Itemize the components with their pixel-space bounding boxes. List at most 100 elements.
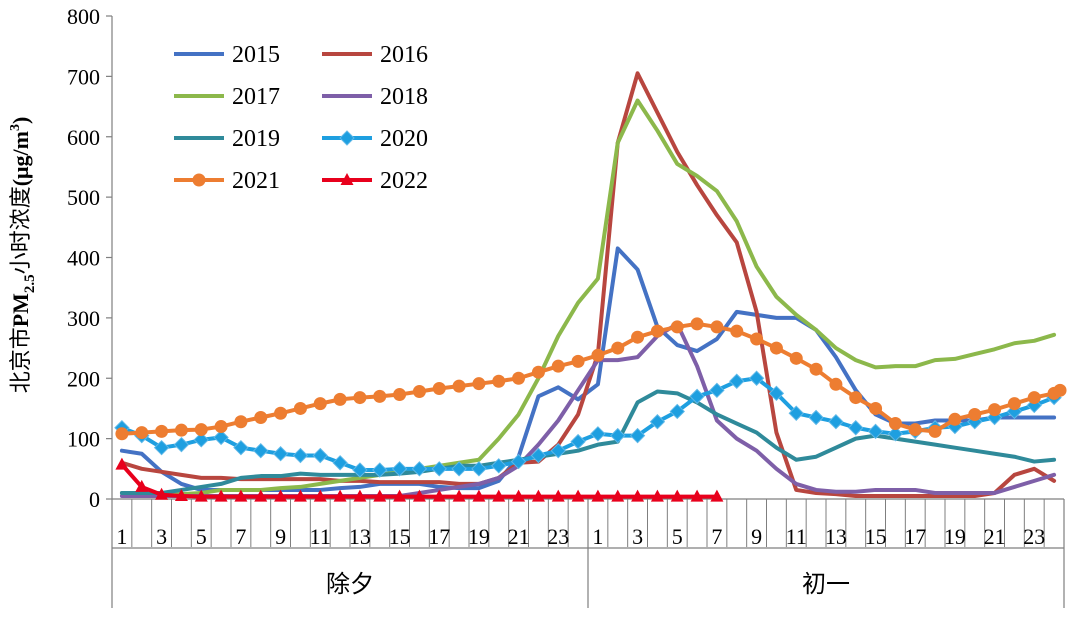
data-point-2022: [571, 489, 585, 502]
data-point-2021: [730, 324, 744, 338]
data-point-2022: [611, 489, 625, 502]
data-point-2022: [551, 489, 565, 502]
y-tick-label: 500: [67, 185, 100, 210]
y-tick-label: 600: [67, 125, 100, 150]
legend-label: 2016: [380, 42, 428, 68]
data-point-2021: [571, 354, 585, 368]
data-point-2021: [650, 324, 664, 338]
data-point-2021: [690, 317, 704, 331]
data-point-2020: [530, 447, 547, 464]
data-point-2022: [710, 489, 724, 502]
legend-swatch-marker: [192, 173, 206, 187]
data-point-2022: [591, 489, 605, 502]
series-line-2018: [119, 321, 1057, 498]
data-point-2020: [233, 439, 249, 456]
data-point-2022: [234, 489, 248, 502]
data-point-2021: [135, 426, 149, 440]
data-point-2022: [650, 489, 664, 502]
x-tick-label: 15: [865, 524, 887, 549]
series-2022: [115, 457, 724, 502]
y-tick-label: 800: [67, 4, 100, 29]
data-point-2022: [135, 479, 149, 492]
series-2019: [119, 389, 1057, 495]
x-tick-label: 21: [984, 524, 1006, 549]
data-point-2020: [669, 403, 685, 420]
data-point-2021: [888, 417, 902, 431]
data-point-2021: [769, 341, 783, 355]
data-point-2021: [492, 374, 506, 388]
x-tick-label: 19: [468, 524, 490, 549]
data-point-2022: [393, 489, 407, 502]
data-point-2020: [649, 414, 666, 430]
data-point-2020: [451, 461, 467, 477]
data-point-2022: [333, 489, 347, 502]
data-point-2022: [452, 489, 466, 502]
data-point-2022: [115, 457, 129, 470]
data-point-2021: [274, 406, 288, 420]
series-line-2016: [119, 71, 1057, 498]
data-point-2020: [570, 433, 586, 450]
data-point-2020: [768, 385, 785, 402]
data-point-2020: [689, 388, 705, 405]
data-point-2021: [829, 377, 843, 391]
data-point-2022: [472, 489, 486, 502]
data-point-2022: [373, 489, 387, 502]
data-point-2021: [432, 382, 446, 396]
y-axis-label: 北京市PM2.5小时浓度(μg/m3): [8, 117, 38, 394]
data-point-2021: [512, 371, 526, 385]
data-point-2020: [372, 462, 388, 478]
data-point-2022: [432, 489, 446, 502]
data-point-2021: [412, 385, 426, 399]
legend-item-2019: 2019: [174, 126, 280, 152]
data-point-2021: [174, 423, 188, 437]
x-tick-label: 7: [711, 524, 722, 549]
data-point-2022: [412, 489, 426, 502]
data-point-2020: [887, 426, 904, 442]
data-point-2020: [213, 429, 229, 446]
data-point-2022: [214, 489, 228, 502]
data-point-2020: [391, 461, 408, 477]
data-point-2021: [313, 397, 327, 411]
data-point-2021: [750, 332, 764, 346]
data-point-2021: [631, 330, 645, 344]
x-tick-label: 23: [1023, 524, 1045, 549]
legend-label: 2020: [380, 126, 428, 152]
x-tick-label: 7: [235, 524, 246, 549]
series-2016: [119, 71, 1057, 498]
legend-item-2022: 2022: [322, 168, 428, 194]
data-point-2021: [472, 377, 486, 391]
data-point-2022: [194, 489, 208, 502]
data-point-2022: [690, 489, 704, 502]
x-tick-label: 11: [786, 524, 807, 549]
legend-swatch-marker: [340, 173, 354, 185]
y-tick-label: 300: [67, 306, 100, 331]
data-point-2021: [155, 424, 169, 438]
x-tick-label: 13: [349, 524, 371, 549]
data-point-2021: [988, 403, 1002, 417]
x-tick-label: 3: [632, 524, 643, 549]
data-point-2021: [1053, 383, 1067, 397]
legend: 2015 2016 2017 2018 2019 2020 2021 2022: [174, 42, 428, 194]
data-point-2021: [611, 341, 625, 355]
data-point-2021: [234, 415, 248, 429]
x-tick-label: 9: [275, 524, 286, 549]
data-point-2021: [333, 392, 347, 406]
data-point-2020: [629, 427, 646, 444]
legend-label: 2015: [232, 42, 280, 68]
data-point-2021: [254, 410, 268, 424]
data-point-2020: [808, 409, 824, 426]
data-point-2020: [867, 423, 884, 440]
x-tick-label: 21: [508, 524, 530, 549]
data-point-2021: [531, 365, 545, 379]
legend-item-2017: 2017: [174, 84, 280, 110]
data-point-2021: [789, 351, 803, 365]
data-point-2022: [174, 488, 188, 501]
data-point-2022: [512, 489, 526, 502]
series-layer: [114, 71, 1067, 502]
data-point-2021: [1027, 391, 1041, 405]
data-point-2021: [115, 427, 129, 441]
legend-label: 2021: [232, 168, 280, 194]
y-tick-label: 100: [67, 427, 100, 452]
y-tick-label: 700: [67, 64, 100, 89]
